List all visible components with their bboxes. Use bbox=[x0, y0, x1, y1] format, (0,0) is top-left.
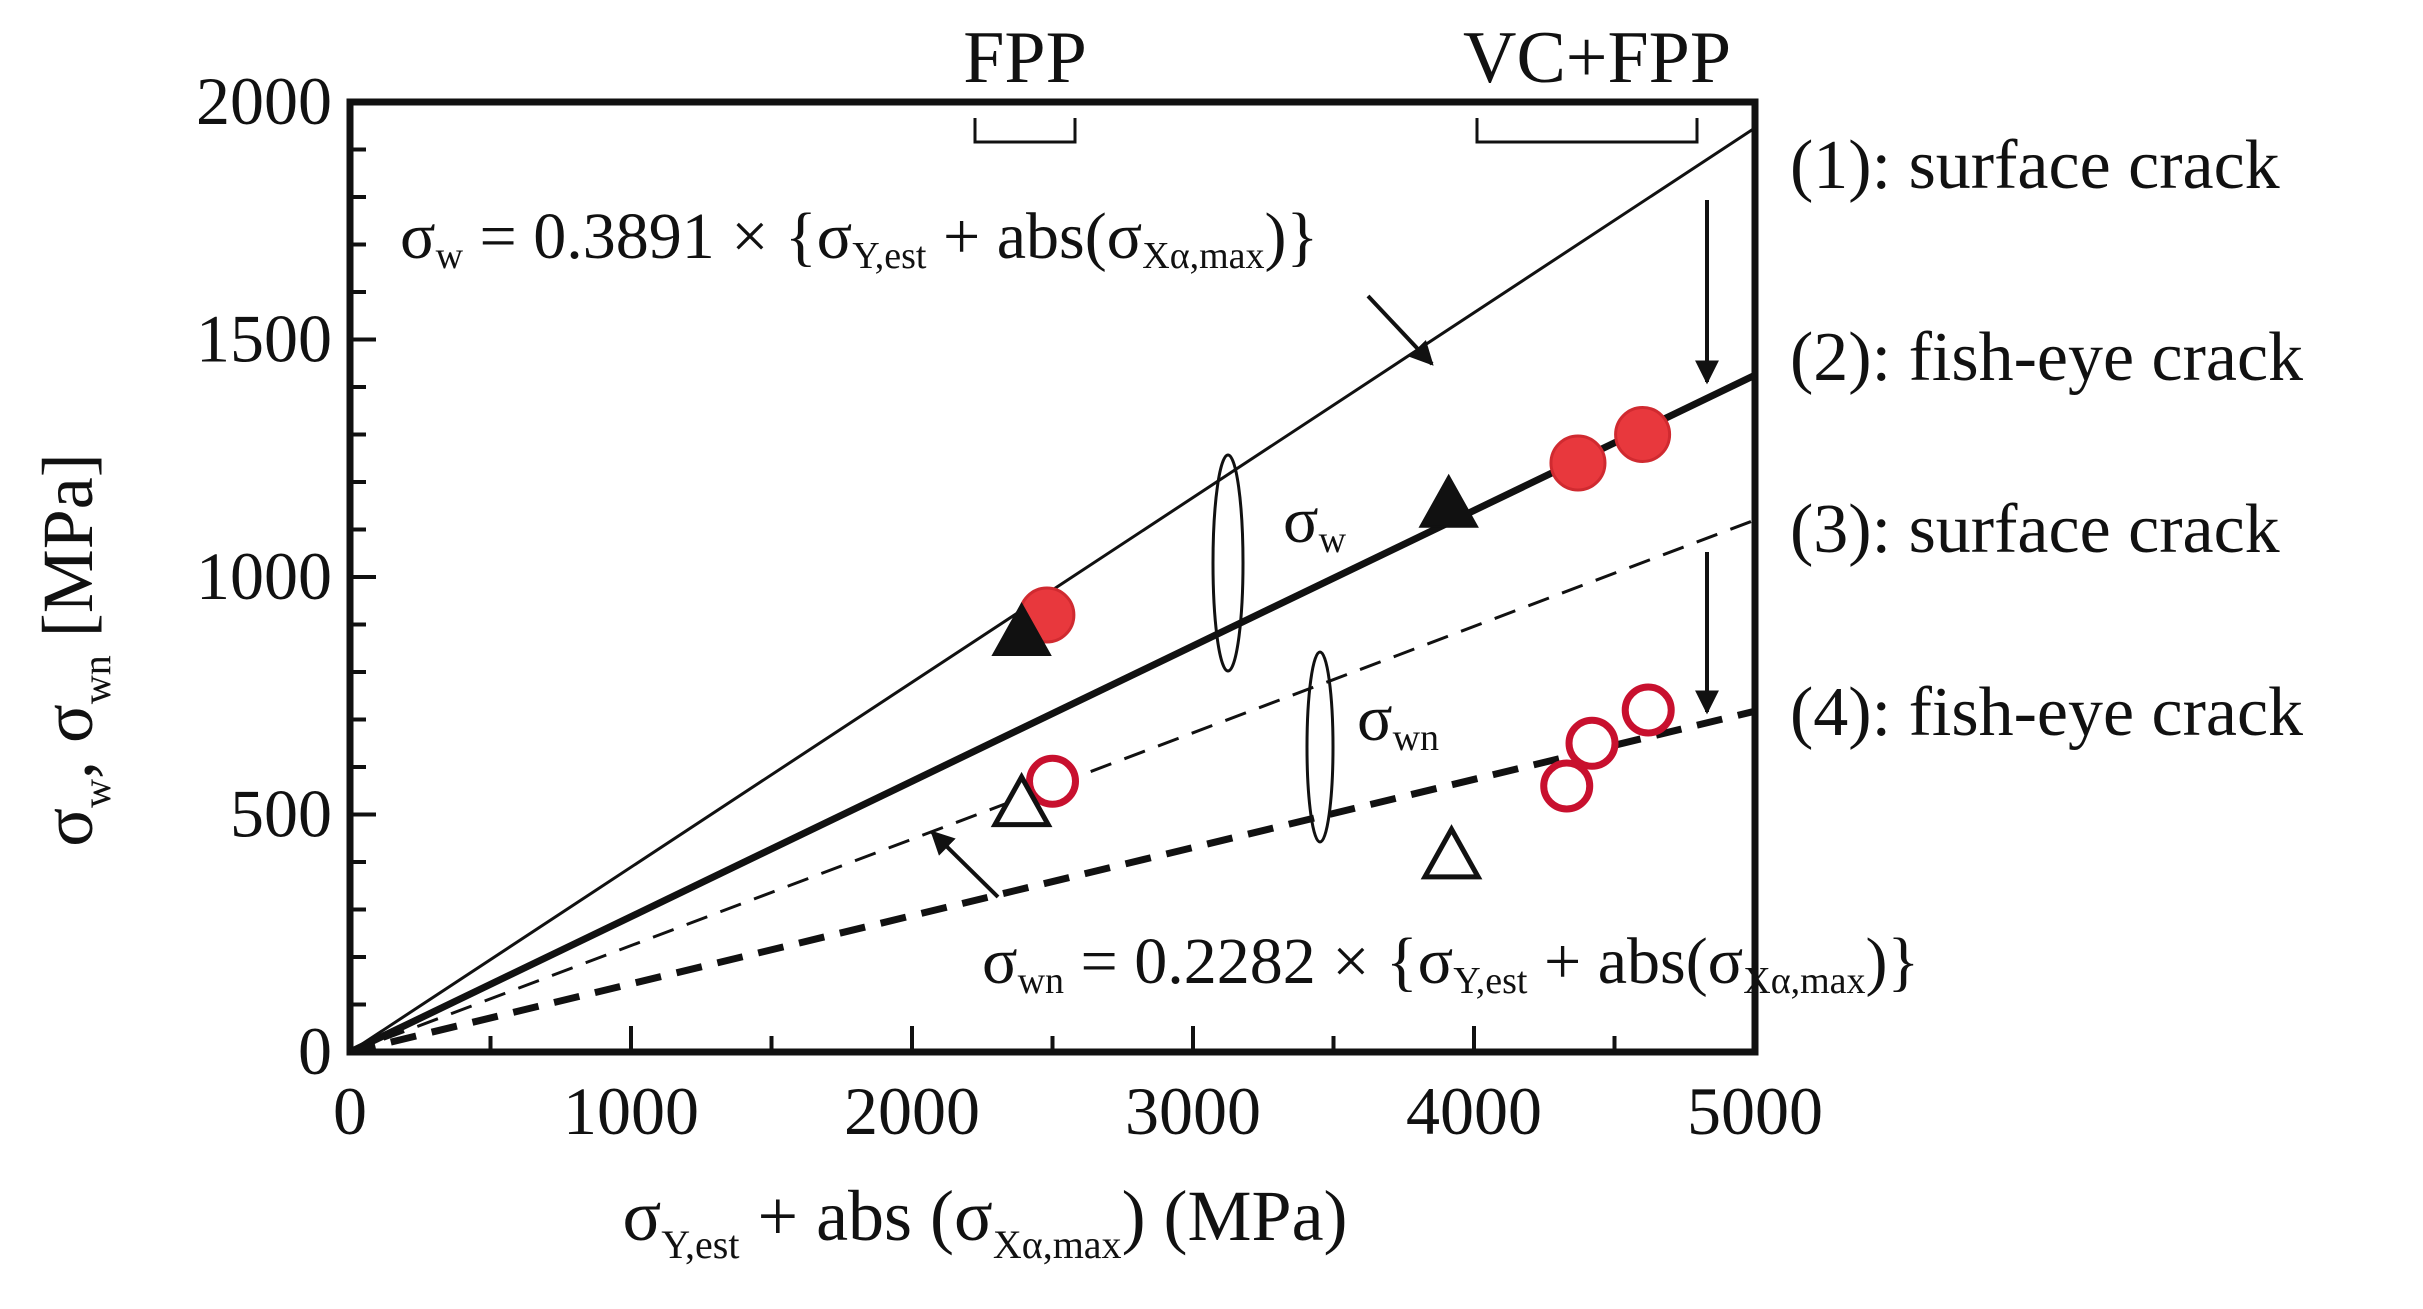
sigma-wn-label: σwn bbox=[1357, 682, 1439, 759]
x-axis-title: σY,est + abs (σXα,max) (MPa) bbox=[622, 1176, 1347, 1267]
data-point-s4-1 bbox=[990, 771, 1053, 828]
data-point-s3-2 bbox=[1540, 759, 1594, 813]
x-axis-ticks: 0 1000 2000 3000 4000 5000 bbox=[333, 1026, 1823, 1149]
x-tick-label: 5000 bbox=[1687, 1073, 1823, 1149]
legend-item-4: (4): fish-eye crack bbox=[1790, 674, 2303, 751]
data-markers bbox=[990, 406, 1675, 880]
legend-item-2: (2): fish-eye crack bbox=[1790, 319, 2303, 396]
equation-sigma-wn: σwn = 0.2282 × {σY,est + abs(σXα,max)} bbox=[982, 925, 1919, 1002]
data-point-s2-1 bbox=[991, 601, 1052, 656]
data-point-s1-3 bbox=[1614, 406, 1672, 463]
y-tick-label: 500 bbox=[230, 776, 332, 852]
group-bracket-vc-fpp bbox=[1475, 118, 1699, 144]
group-label-vc-fpp: VC+FPP bbox=[1463, 17, 1731, 99]
x-tick-label: 1000 bbox=[563, 1073, 699, 1149]
group-labels: FPP VC+FPP bbox=[963, 17, 1731, 144]
data-point-s3-3 bbox=[1565, 716, 1619, 770]
y-tick-label: 1500 bbox=[196, 301, 332, 377]
data-point-s3-1 bbox=[1026, 754, 1079, 808]
y-axis-title: σw, σwn [MPa] bbox=[28, 453, 119, 846]
legend-item-3: (3): surface crack bbox=[1790, 491, 2280, 568]
legend: (1): surface crack (2): fish-eye crack (… bbox=[1790, 127, 2303, 751]
y-tick-label: 2000 bbox=[196, 63, 332, 139]
sigma-w-bracket bbox=[1211, 453, 1245, 673]
sigma-wn-bracket bbox=[1305, 650, 1335, 844]
legend-item-1: (1): surface crack bbox=[1790, 127, 2280, 204]
x-tick-label: 4000 bbox=[1406, 1073, 1542, 1149]
group-bracket-fpp bbox=[973, 118, 1077, 144]
x-tick-label: 2000 bbox=[844, 1073, 980, 1149]
y-tick-label: 0 bbox=[298, 1013, 332, 1089]
data-point-s3-4 bbox=[1621, 683, 1675, 737]
y-tick-label: 1000 bbox=[196, 538, 332, 614]
equation-sigma-w: σw = 0.3891 × {σY,est + abs(σXα,max)} bbox=[400, 200, 1318, 277]
series-line-4 bbox=[349, 707, 1756, 1056]
data-point-s2-2 bbox=[1418, 473, 1479, 528]
arrow-to-line-1 bbox=[1366, 294, 1434, 366]
group-label-fpp: FPP bbox=[963, 17, 1086, 99]
x-tick-label: 3000 bbox=[1125, 1073, 1261, 1149]
series-line-2 bbox=[348, 371, 1757, 1056]
sigma-w-label: σw bbox=[1283, 484, 1347, 561]
data-point-s1-2 bbox=[1549, 434, 1607, 492]
data-point-s4-2 bbox=[1420, 824, 1483, 880]
x-tick-label: 0 bbox=[333, 1073, 367, 1149]
arrow-to-line-3 bbox=[930, 830, 1000, 899]
